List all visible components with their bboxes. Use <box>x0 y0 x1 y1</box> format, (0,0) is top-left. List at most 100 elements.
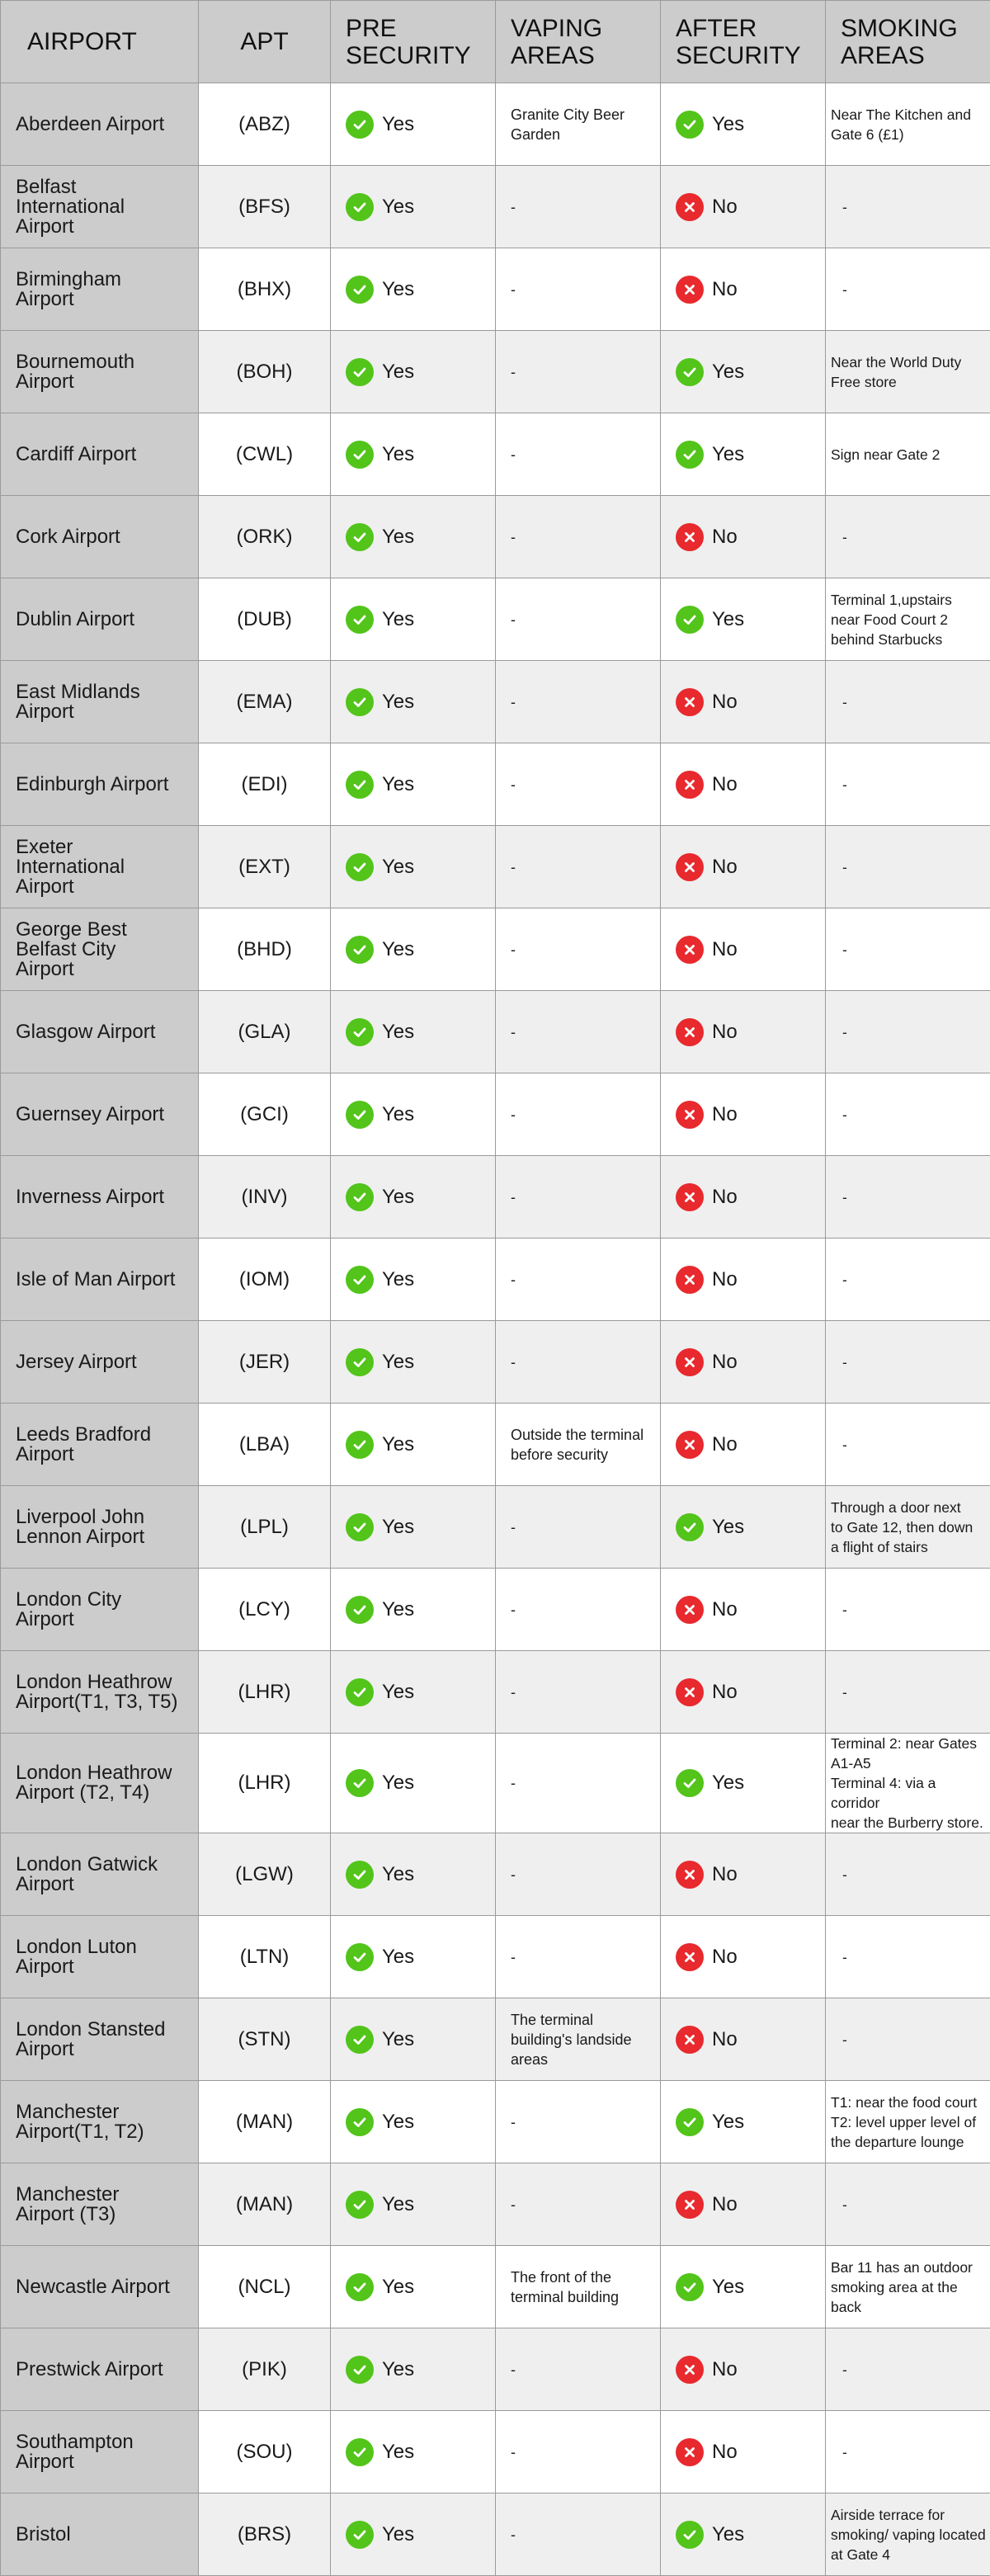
pre-security-status: Yes <box>346 936 495 964</box>
check-circle-icon <box>346 2026 374 2054</box>
after-security-cell: No <box>661 2163 826 2246</box>
after-security-status: No <box>676 2191 825 2219</box>
airport-name-line: Exeter <box>16 837 188 857</box>
check-circle-icon <box>676 111 704 139</box>
check-circle-icon <box>346 1769 374 1797</box>
pre-security-cell: Yes <box>331 908 496 991</box>
check-circle-icon <box>676 358 704 386</box>
airport-name-line: Glasgow Airport <box>16 1022 188 1042</box>
status-label: Yes <box>712 2111 744 2134</box>
status-label: Yes <box>382 1863 414 1886</box>
airport-name-line: Bournemouth <box>16 352 188 372</box>
check-circle-icon <box>346 1943 374 1971</box>
airport-code-cell: (PIK) <box>199 2328 331 2411</box>
pre-security-status: Yes <box>346 1018 495 1046</box>
after-security-cell: No <box>661 1404 826 1486</box>
x-circle-icon <box>676 771 704 799</box>
status-label: Yes <box>382 1681 414 1704</box>
x-circle-icon <box>676 193 704 221</box>
after-security-cell: No <box>661 1321 826 1404</box>
pre-security-status: Yes <box>346 2438 495 2466</box>
pre-security-cell: Yes <box>331 331 496 413</box>
airport-name-line: Bristol <box>16 2525 188 2545</box>
smoking-area-line: - <box>831 1435 987 1455</box>
status-label: No <box>712 1863 738 1886</box>
check-circle-icon <box>346 276 374 304</box>
airport-name-cell: Isle of Man Airport <box>1 1238 199 1321</box>
airport-code: (SOU) <box>237 2441 293 2463</box>
after-security-cell: No <box>661 1998 826 2081</box>
airport-name-cell: Cardiff Airport <box>1 413 199 496</box>
smoking-area-line: Airside terrace for <box>831 2505 987 2525</box>
status-label: Yes <box>712 1772 744 1795</box>
after-security-status: Yes <box>676 606 825 634</box>
airport-name-line: Airport <box>16 372 188 392</box>
airport-name-line: Guernsey Airport <box>16 1105 188 1125</box>
header-airport-label: AIRPORT <box>27 28 137 55</box>
smoking-areas-cell: - <box>826 1156 990 1238</box>
airport-code-cell: (LHR) <box>199 1734 331 1833</box>
status-label: No <box>712 1186 738 1209</box>
airport-name-line: Newcastle Airport <box>16 2277 188 2297</box>
pre-security-cell: Yes <box>331 1998 496 2081</box>
smoking-area-line: Bar 11 has an outdoor <box>831 2258 987 2277</box>
smoking-areas-cell: - <box>826 1569 990 1651</box>
check-circle-icon <box>346 1101 374 1129</box>
after-security-cell: No <box>661 1569 826 1651</box>
pre-security-status: Yes <box>346 1861 495 1889</box>
airport-code-cell: (IOM) <box>199 1238 331 1321</box>
pre-security-status: Yes <box>346 1943 495 1971</box>
table-row: Jersey Airport(JER)Yes-No- <box>1 1321 990 1404</box>
smoking-area-line: Terminal 4: via a corridor <box>831 1773 987 1813</box>
smoking-area-line: - <box>831 1352 987 1372</box>
pre-security-cell: Yes <box>331 2081 496 2163</box>
status-label: Yes <box>382 2358 414 2381</box>
after-security-cell: No <box>661 1238 826 1321</box>
status-label: No <box>712 856 738 879</box>
airport-code: (EMA) <box>237 691 293 713</box>
airport-code-cell: (EMA) <box>199 661 331 743</box>
status-label: Yes <box>382 1186 414 1209</box>
vaping-area-line: - <box>511 775 653 795</box>
airport-name-line: Airport <box>16 1875 188 1894</box>
airport-name-line: Liverpool John <box>16 1507 188 1527</box>
status-label: Yes <box>382 1268 414 1291</box>
status-label: Yes <box>382 1103 414 1126</box>
airport-code: (BHX) <box>238 278 291 300</box>
status-label: Yes <box>382 2276 414 2299</box>
airport-name-line: Airport <box>16 290 188 309</box>
airport-code-cell: (STN) <box>199 1998 331 2081</box>
pre-security-cell: Yes <box>331 248 496 331</box>
airport-code-cell: (CWL) <box>199 413 331 496</box>
status-label: Yes <box>382 2111 414 2134</box>
status-label: Yes <box>382 2441 414 2464</box>
pre-security-status: Yes <box>346 441 495 469</box>
airport-code-cell: (INV) <box>199 1156 331 1238</box>
status-label: Yes <box>382 691 414 714</box>
check-circle-icon <box>346 1348 374 1376</box>
pre-security-cell: Yes <box>331 1734 496 1833</box>
pre-security-status: Yes <box>346 276 495 304</box>
airport-code-cell: (ABZ) <box>199 83 331 166</box>
vaping-areas-cell: - <box>496 2411 661 2493</box>
check-circle-icon <box>346 2521 374 2549</box>
airport-code: (LHR) <box>238 1772 291 1794</box>
after-security-cell: No <box>661 743 826 826</box>
after-security-status: No <box>676 1431 825 1459</box>
vaping-areas-cell: - <box>496 1734 661 1833</box>
status-label: Yes <box>382 608 414 631</box>
check-circle-icon <box>346 688 374 716</box>
after-security-status: No <box>676 2026 825 2054</box>
smoking-areas-cell: - <box>826 1404 990 1486</box>
